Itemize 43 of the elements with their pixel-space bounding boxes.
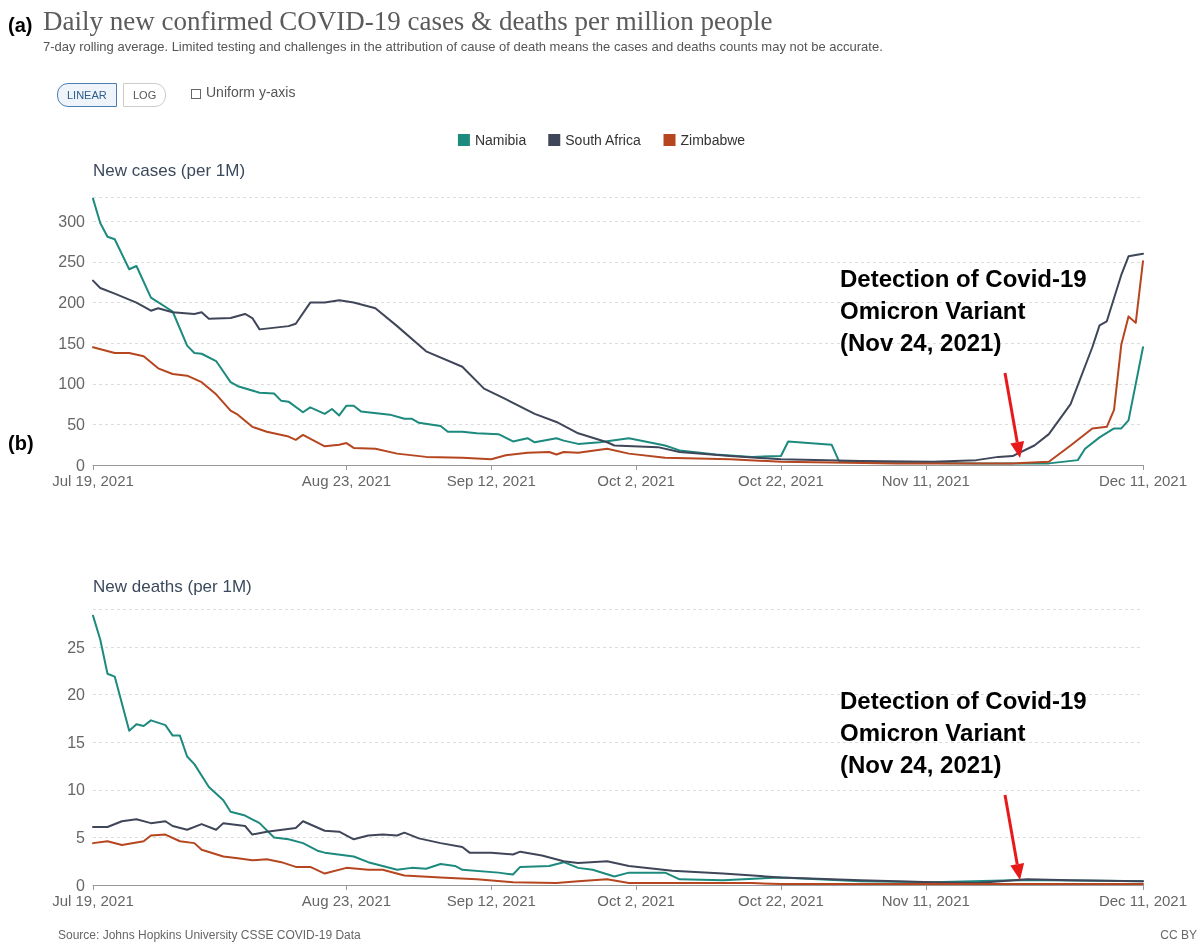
x-tick-label: Sep 12, 2021: [446, 892, 536, 909]
x-tick-label: Oct 2, 2021: [597, 892, 675, 909]
y-tick-label: 0: [76, 876, 86, 894]
x-tick-label: Sep 12, 2021: [446, 472, 536, 489]
y-tick-label: 250: [58, 253, 86, 271]
y-tick-label: 50: [67, 415, 86, 433]
y-tick-label: 20: [67, 686, 86, 704]
y-tick-label: 200: [58, 294, 86, 312]
source-note: Source: Johns Hopkins University CSSE COVID-19 Data: [58, 928, 361, 942]
y-tick-label: 10: [67, 781, 86, 799]
y-tick-label: 25: [67, 638, 86, 656]
legend-label: South Africa: [565, 132, 641, 148]
x-tick-label: Dec 11, 2021: [1098, 892, 1188, 909]
x-tick-label: Nov 11, 2021: [881, 892, 970, 909]
y-tick-label: 15: [67, 733, 86, 751]
y-axis-title: New deaths (per 1M): [93, 577, 252, 596]
y-tick-label: 300: [58, 212, 86, 230]
text: (b): [8, 432, 34, 455]
x-tick-label: Dec 11, 2021: [1098, 472, 1188, 489]
chart-title: Daily new confirmed COVID-19 cases & deaths per million people: [43, 5, 773, 36]
annotation: Detection of Covid-19 Omicron Variant (Nov 24, 2021): [840, 264, 1087, 358]
legend-label: Zimbabwe: [680, 132, 746, 148]
x-tick-label: Oct 2, 2021: [597, 472, 675, 489]
x-tick-label: Jul 19, 2021: [52, 892, 134, 909]
y-axis-title: New cases (per 1M): [93, 161, 246, 180]
x-tick-label: Aug 23, 2021: [301, 892, 392, 909]
text: Uniform y-axis: [206, 84, 296, 100]
text: (a): [8, 14, 33, 37]
y-tick-label: 100: [58, 375, 86, 393]
x-tick-label: Oct 22, 2021: [737, 892, 824, 909]
chart-subtitle: 7-day rolling average. Limited testing and challenges in the attribution of cause of death means the cases and deaths counts may not be accurate.: [43, 39, 883, 54]
text: CC BY: [1160, 928, 1197, 942]
legend-label: Namibia: [474, 132, 527, 148]
y-tick-label: 5: [76, 828, 86, 846]
x-tick-label: Aug 23, 2021: [301, 472, 392, 489]
y-tick-label: 0: [76, 456, 86, 474]
text: LINEAR: [57, 83, 117, 107]
x-tick-label: Jul 19, 2021: [52, 472, 134, 489]
x-tick-label: Oct 22, 2021: [737, 472, 824, 489]
y-tick-label: 150: [58, 334, 86, 352]
x-tick-label: Nov 11, 2021: [881, 472, 970, 489]
annotation: Detection of Covid-19 Omicron Variant (Nov 24, 2021): [840, 686, 1087, 780]
text: LOG: [123, 83, 167, 107]
